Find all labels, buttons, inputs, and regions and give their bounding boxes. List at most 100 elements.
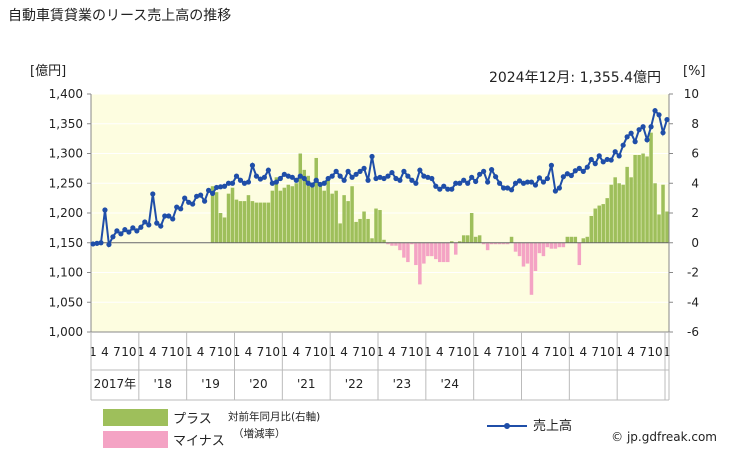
- left-tick-label: 1,300: [49, 147, 83, 161]
- month-tick-label: 10: [647, 345, 662, 359]
- sales-point: [309, 182, 315, 188]
- sales-point: [417, 167, 423, 173]
- sales-point: [178, 206, 184, 212]
- sales-point: [190, 201, 196, 207]
- sales-point: [652, 108, 658, 114]
- yoy-bar-plus: [310, 186, 314, 243]
- year-label: '22: [345, 377, 364, 391]
- sales-point: [560, 174, 566, 180]
- sales-point: [225, 180, 232, 186]
- right-tick-label: 10: [684, 87, 699, 101]
- month-tick-label: 7: [496, 345, 504, 359]
- right-tick-label: -4: [687, 295, 699, 309]
- left-tick-label: 1,350: [49, 117, 83, 131]
- month-tick-label: 10: [456, 345, 471, 359]
- sales-point: [624, 134, 630, 140]
- yoy-bar-plus: [633, 154, 637, 243]
- sales-point: [337, 173, 343, 179]
- month-tick-label: 4: [627, 345, 635, 359]
- month-tick-label: 10: [121, 345, 136, 359]
- yoy-bar-plus: [565, 236, 570, 243]
- sales-point: [285, 173, 291, 179]
- left-unit-label: [億円]: [30, 63, 66, 79]
- legend-sales-marker: [504, 423, 510, 429]
- month-tick-label: 4: [101, 345, 109, 359]
- sales-point: [305, 180, 311, 186]
- yoy-bar-minus: [442, 242, 446, 263]
- left-tick-label: 1,400: [49, 87, 83, 101]
- sales-point: [381, 175, 387, 182]
- sales-point: [273, 179, 279, 185]
- sales-point: [516, 178, 523, 184]
- month-tick-label: 1: [328, 345, 336, 359]
- right-tick-label: -2: [687, 266, 699, 280]
- sales-point: [186, 199, 192, 205]
- month-tick-label: 7: [544, 345, 552, 359]
- month-tick-label: 7: [304, 345, 312, 359]
- month-tick-label: 7: [352, 345, 360, 359]
- yoy-bar-minus: [410, 242, 414, 245]
- sales-point: [257, 176, 264, 182]
- sales-point: [194, 193, 200, 199]
- month-tick-label: 10: [265, 345, 280, 359]
- yoy-bar-plus: [294, 183, 299, 243]
- yoy-bar-plus: [593, 208, 598, 243]
- yoy-bar-minus: [438, 242, 442, 263]
- month-tick-label: 7: [209, 345, 217, 359]
- yoy-bar-minus: [541, 242, 546, 257]
- sales-point: [648, 124, 654, 130]
- yoy-bar-minus: [422, 242, 426, 264]
- sales-point: [449, 186, 455, 192]
- sales-point: [166, 213, 172, 219]
- sales-point: [265, 167, 271, 173]
- sales-point: [548, 162, 555, 168]
- right-tick-label: 6: [691, 147, 699, 161]
- year-label: 2017年: [94, 377, 137, 391]
- yoy-bar-plus: [282, 187, 287, 243]
- yoy-bar-plus: [346, 201, 350, 243]
- yoy-bar-plus: [601, 204, 605, 243]
- month-tick-label: 4: [484, 345, 492, 359]
- sales-point: [413, 180, 419, 186]
- yoy-bar-minus: [489, 242, 494, 245]
- yoy-bar-plus: [629, 177, 633, 243]
- yoy-bar-plus: [286, 184, 291, 243]
- yoy-bar-minus: [521, 242, 526, 267]
- sales-point: [377, 174, 383, 180]
- sales-point: [429, 175, 435, 182]
- sales-point: [130, 225, 136, 231]
- month-tick-label: 7: [161, 345, 169, 359]
- yoy-bar-plus: [641, 153, 645, 243]
- yoy-bar-minus: [453, 242, 458, 255]
- sales-point: [106, 241, 112, 248]
- sales-point: [500, 185, 507, 191]
- right-tick-label: 8: [691, 117, 699, 131]
- yoy-bar-plus: [469, 213, 474, 243]
- yoy-bar-minus: [493, 242, 498, 245]
- year-label: '18: [153, 377, 172, 391]
- sales-point: [245, 179, 252, 185]
- sales-point: [205, 187, 212, 193]
- sales-point: [325, 175, 331, 182]
- yoy-bar-minus: [426, 242, 430, 257]
- sales-point: [536, 175, 543, 181]
- sales-point: [237, 177, 244, 183]
- yoy-bar-plus: [665, 211, 669, 243]
- yoy-bar-plus: [318, 184, 322, 243]
- yoy-bar-plus: [338, 223, 342, 243]
- sales-point: [289, 174, 295, 180]
- sales-point: [126, 229, 132, 235]
- yoy-bar-minus: [517, 242, 522, 257]
- yoy-bar-plus: [270, 190, 275, 243]
- right-tick-label: 0: [691, 236, 699, 250]
- sales-point: [98, 240, 104, 246]
- sales-point: [361, 165, 367, 171]
- sales-point: [373, 175, 379, 182]
- yoy-bar-plus: [238, 201, 243, 243]
- sales-point: [656, 112, 662, 118]
- sales-point: [357, 168, 363, 174]
- yoy-bar-plus: [254, 202, 259, 243]
- sales-point: [508, 187, 515, 193]
- legend-minus-swatch: [103, 431, 168, 448]
- sales-point: [481, 168, 487, 174]
